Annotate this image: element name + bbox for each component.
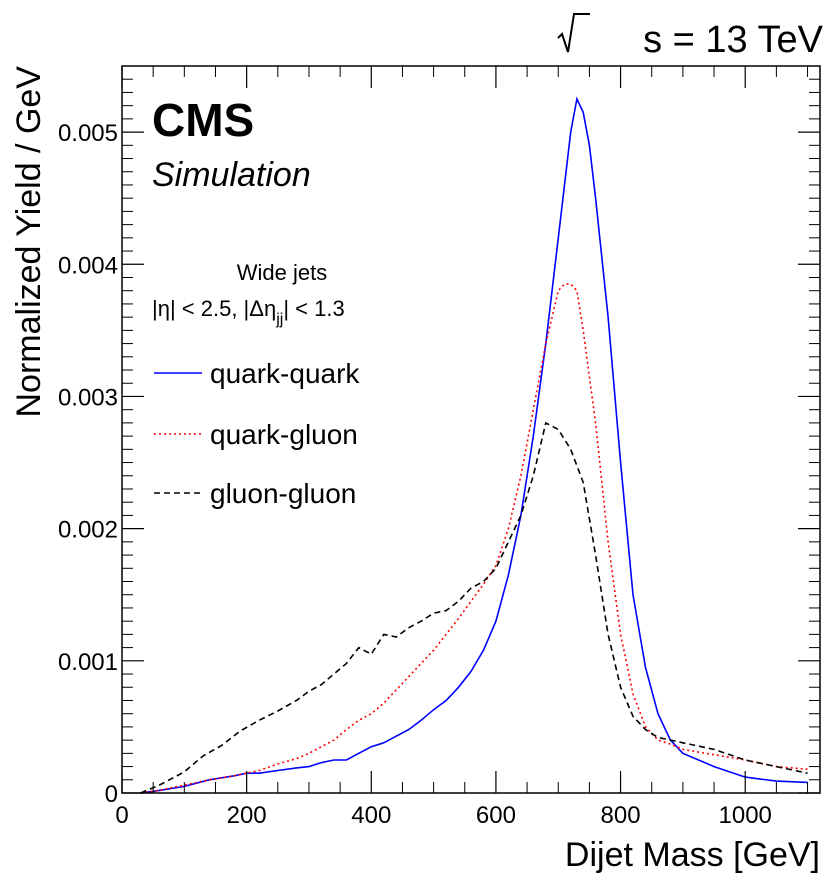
x-tick-label: 400: [351, 802, 391, 829]
selection-line1: Wide jets: [237, 260, 327, 285]
x-tick-label: 600: [476, 802, 516, 829]
y-tick-label: 0.001: [58, 649, 118, 676]
sqrt-icon: [557, 13, 590, 53]
y-tick-label: 0.004: [58, 252, 118, 279]
selection-line2: |η| < 2.5, |Δηjj| < 1.3: [152, 296, 345, 328]
series-line-quark-quark: [140, 96, 808, 794]
y-tick-label: 0.003: [58, 384, 118, 411]
x-tick-label: 800: [601, 802, 641, 829]
experiment-label: CMS: [152, 94, 254, 146]
series-line-quark-gluon: [140, 283, 808, 794]
selection-line2-end: | < 1.3: [283, 296, 344, 321]
y-tick-label: 0: [105, 781, 118, 808]
x-tick-label: 1000: [719, 802, 772, 829]
legend: quark-quark quark-gluon gluon-gluon: [154, 358, 360, 509]
x-tick-label: 200: [227, 802, 267, 829]
y-tick-label: 0.005: [58, 120, 118, 147]
status-label: Simulation: [152, 156, 311, 194]
legend-label-quark-quark: quark-quark: [210, 358, 360, 389]
energy-label: s = 13 TeV: [557, 13, 824, 61]
plot-frame: [121, 65, 821, 794]
selection-line2-main: |η| < 2.5, |Δη: [152, 296, 276, 321]
x-tick-label: 0: [115, 802, 128, 829]
selection-subscript: jj: [275, 311, 283, 328]
y-axis-title: Normalized Yield / GeV: [10, 66, 48, 418]
energy-label-text: s = 13 TeV: [643, 19, 824, 61]
series-line-gluon-gluon: [140, 421, 808, 794]
x-axis-title: Dijet Mass [GeV]: [565, 836, 820, 874]
y-tick-label: 0.002: [58, 517, 118, 544]
legend-label-quark-gluon: quark-gluon: [210, 419, 358, 450]
legend-label-gluon-gluon: gluon-gluon: [210, 478, 356, 509]
